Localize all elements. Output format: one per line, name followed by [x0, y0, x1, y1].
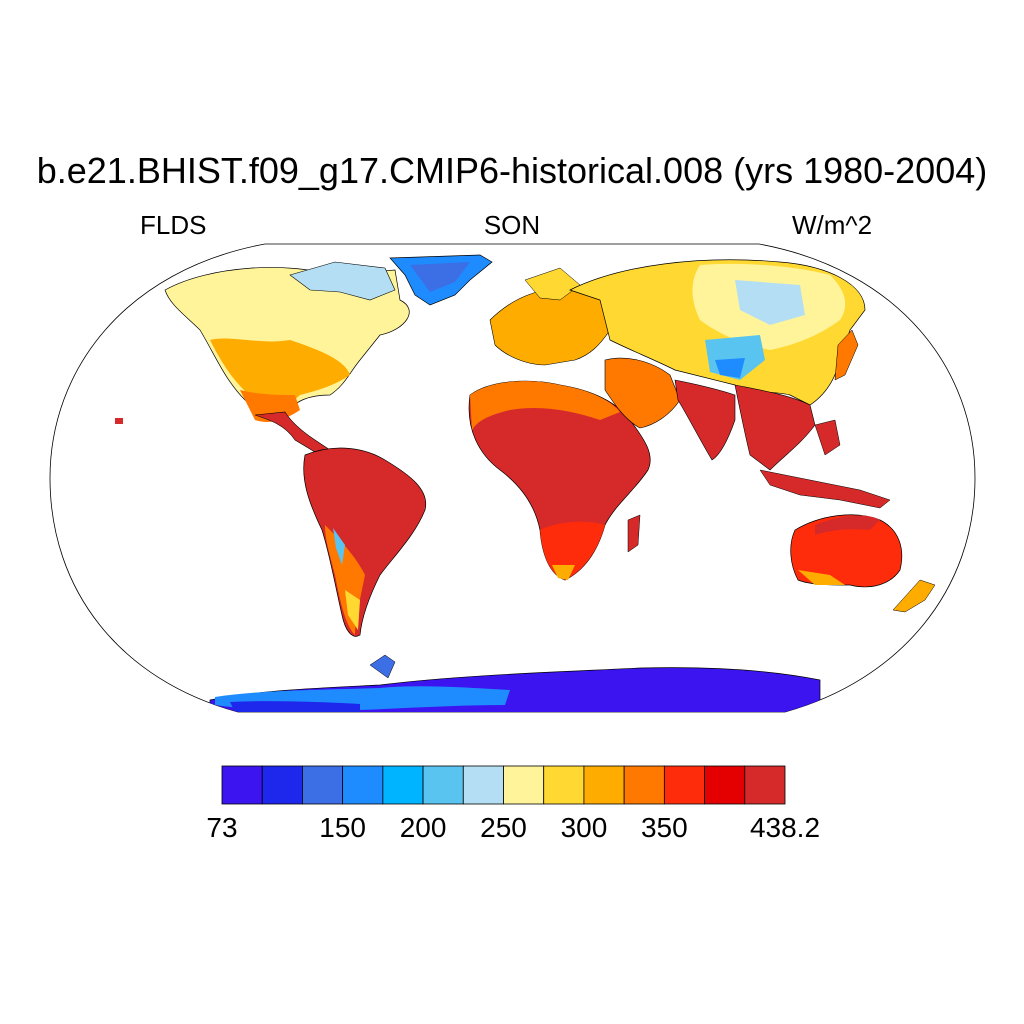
- colorbar-tick-label: 300: [560, 812, 608, 843]
- colorbar-box: [221, 765, 263, 805]
- new-zealand-land: [892, 579, 936, 613]
- colorbar-box: [623, 765, 665, 805]
- colorbar-boxes: [221, 765, 786, 805]
- indonesia-land: [759, 469, 891, 509]
- arctic-islands: [289, 261, 396, 301]
- variable-label: FLDS: [140, 210, 207, 240]
- colorbar-tick-label: 73: [206, 812, 238, 843]
- hawaii-land: [115, 418, 123, 424]
- units-label: W/m^2: [792, 210, 873, 240]
- colorbar-box: [663, 765, 705, 805]
- colorbar-box: [462, 765, 504, 805]
- south-america-land: [303, 447, 427, 637]
- plot-title: b.e21.BHIST.f09_g17.CMIP6-historical.008…: [36, 150, 988, 191]
- colorbar-tick-label: 350: [640, 812, 688, 843]
- colorbar-box: [744, 765, 786, 805]
- colorbar-tick-label: 438.2: [749, 812, 821, 843]
- africa-land: [468, 380, 651, 581]
- colorbar-box: [302, 765, 344, 805]
- europe-land: [489, 288, 611, 366]
- north-america-warm: [210, 338, 350, 407]
- colorbar-box: [543, 765, 585, 805]
- colorbar-box: [382, 765, 424, 805]
- colorbar-box: [503, 765, 545, 805]
- madagascar-land: [627, 514, 641, 553]
- colorbar-tick-label: 150: [319, 812, 366, 843]
- colorbar-box: [583, 765, 625, 805]
- colorbar-tick-label: 200: [399, 812, 447, 843]
- southeast-asia-land: [734, 384, 816, 471]
- colorbar-box: [342, 765, 384, 805]
- colorbar-box: [422, 765, 464, 805]
- colorbar-tick-label: 250: [480, 812, 527, 843]
- season-label: SON: [483, 210, 541, 240]
- india-land: [674, 379, 736, 461]
- middle-east-land: [604, 357, 681, 429]
- colorbar-box: [261, 765, 303, 805]
- japan-land: [834, 329, 859, 381]
- colorbar-box: [704, 765, 746, 805]
